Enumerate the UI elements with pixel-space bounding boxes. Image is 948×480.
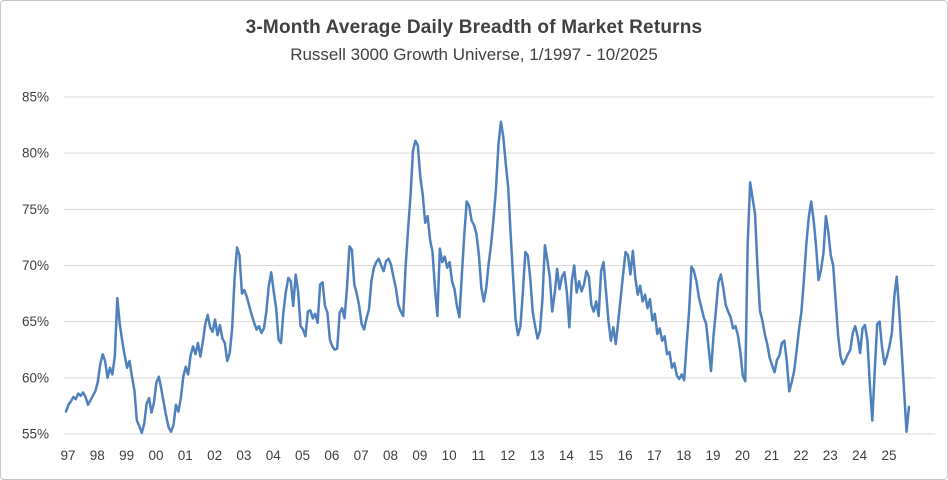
x-axis-tick-label: 04	[266, 448, 282, 463]
x-axis-tick-label: 25	[881, 448, 896, 463]
chart-title: 3-Month Average Daily Breadth of Market …	[245, 17, 703, 38]
x-axis-tick-label: 23	[823, 448, 838, 463]
x-axis-tick-label: 98	[90, 448, 105, 463]
x-axis-tick-label: 02	[207, 448, 222, 463]
x-axis-tick-label: 12	[500, 448, 515, 463]
y-axis-tick-label: 80%	[22, 146, 49, 161]
y-axis-tick-label: 65%	[22, 314, 49, 329]
x-axis-tick-label: 24	[852, 448, 868, 463]
x-axis-tick-label: 17	[647, 448, 662, 463]
y-axis-tick-label: 55%	[22, 427, 49, 442]
x-axis-tick-label: 99	[119, 448, 134, 463]
y-axis-tick-label: 60%	[22, 370, 49, 385]
x-axis-tick-label: 01	[178, 448, 193, 463]
x-axis-tick-label: 00	[148, 448, 163, 463]
x-axis-tick-label: 11	[471, 448, 485, 463]
y-axis-tick-label: 85%	[22, 90, 49, 105]
x-axis-tick-label: 13	[530, 448, 545, 463]
x-axis-tick-label: 20	[735, 448, 750, 463]
x-axis-tick-label: 15	[588, 448, 603, 463]
chart-subtitle: Russell 3000 Growth Universe, 1/1997 - 1…	[290, 45, 658, 64]
x-axis-tick-label: 07	[354, 448, 369, 463]
x-axis-tick-label: 21	[764, 448, 779, 463]
x-axis-tick-label: 22	[793, 448, 808, 463]
y-axis-tick-label: 75%	[22, 202, 49, 217]
series-line	[64, 120, 911, 435]
x-axis-tick-label: 05	[295, 448, 310, 463]
y-axis-tick-label: 70%	[22, 258, 49, 273]
x-axis-tick-label: 16	[618, 448, 633, 463]
x-axis-tick-label: 19	[706, 448, 721, 463]
x-axis-tick-label: 10	[442, 448, 457, 463]
x-axis-tick-label: 08	[383, 448, 398, 463]
x-axis-tick-label: 18	[676, 448, 691, 463]
x-axis-tick-label: 06	[324, 448, 339, 463]
x-axis-tick-label: 09	[412, 448, 427, 463]
x-axis-tick-label: 14	[559, 448, 575, 463]
x-axis-tick-label: 03	[236, 448, 251, 463]
x-axis-tick-label: 97	[60, 448, 75, 463]
